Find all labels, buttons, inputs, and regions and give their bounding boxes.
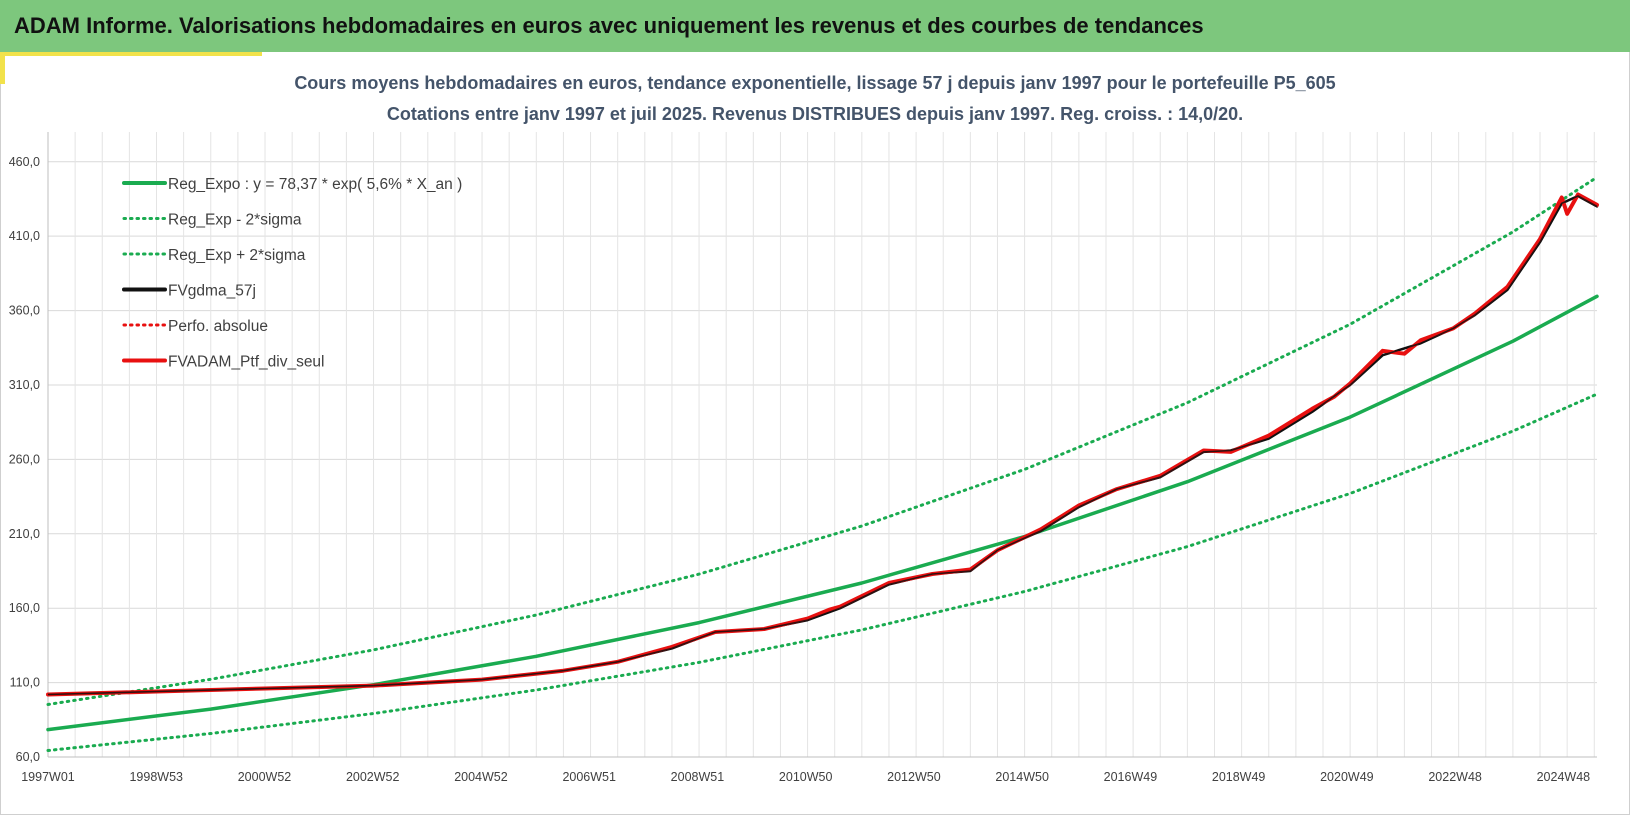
x-tick-label: 2002W52 [346,770,400,784]
y-tick-label: 160,0 [9,601,40,615]
x-tick-label: 2016W49 [1104,770,1158,784]
legend-entry: Reg_Expo : y = 78,37 * exp( 5,6% * X_an … [168,176,462,193]
accent-bar-top [0,52,262,56]
x-tick-label: 2014W50 [995,770,1049,784]
y-tick-label: 410,0 [9,229,40,243]
legend-entry: Reg_Exp - 2*sigma [168,212,302,229]
x-axis: 1997W01 1998W53 2000W52 2002W52 2004W52 2006W… [21,756,1597,784]
x-tick-label: 2024W48 [1537,770,1591,784]
legend-entry: Perfo. absolue [168,318,268,335]
series-reg-exp-plus-2sigma-line [46,175,1599,706]
x-tick-label: 2018W49 [1212,770,1266,784]
y-tick-label: 60,0 [16,750,40,764]
legend-entry: Reg_Exp + 2*sigma [168,247,306,264]
x-tick-label: 1998W53 [129,770,183,784]
series-reg-exp-minus-2sigma-line [46,392,1599,752]
accent-bar-left [0,52,5,84]
series-reg-expo-line [46,294,1599,732]
y-tick-label: 110,0 [10,676,40,690]
y-axis: 60,0 110,0 160,0 210,0 260,0 310,0 360,0 410,0 4… [9,132,49,764]
legend-entry: FVgdma_57j [168,283,256,300]
plot-area [46,175,1599,752]
gridlines [48,132,1597,758]
header-bar: ADAM Informe. Valorisations hebdomadaire… [0,0,1630,52]
legend-entry: FVADAM_Ptf_div_seul [168,354,325,371]
y-tick-label: 210,0 [9,527,40,541]
x-tick-label: 2000W52 [238,770,292,784]
x-tick-label: 2006W51 [562,770,616,784]
y-tick-label: 460,0 [9,155,40,169]
x-tick-label: 2008W51 [671,770,725,784]
series-fvgdma-57j-overlay [47,195,1598,696]
y-tick-label: 310,0 [9,378,40,392]
y-tick-label: 260,0 [9,452,40,466]
x-tick-label: 2012W50 [887,770,941,784]
x-tick-label: 2022W48 [1428,770,1482,784]
x-tick-label: 2010W50 [779,770,833,784]
x-tick-label: 2020W49 [1320,770,1374,784]
chart-subtitle: Cotations entre janv 1997 et juil 2025. … [386,104,1244,124]
legend: Reg_Expo : y = 78,37 * exp( 5,6% * X_an … [122,176,462,371]
y-tick-label: 360,0 [9,304,40,318]
series-fvadam-ptf-div-seul-line [46,192,1599,697]
series-fvgdma-57j-line [46,194,1599,696]
chart-title: Cours moyens hebdomadaires en euros, ten… [294,73,1336,93]
x-tick-label: 1997W01 [21,770,75,784]
x-tick-label: 2004W52 [454,770,508,784]
page-title: ADAM Informe. Valorisations hebdomadaire… [14,13,1204,38]
